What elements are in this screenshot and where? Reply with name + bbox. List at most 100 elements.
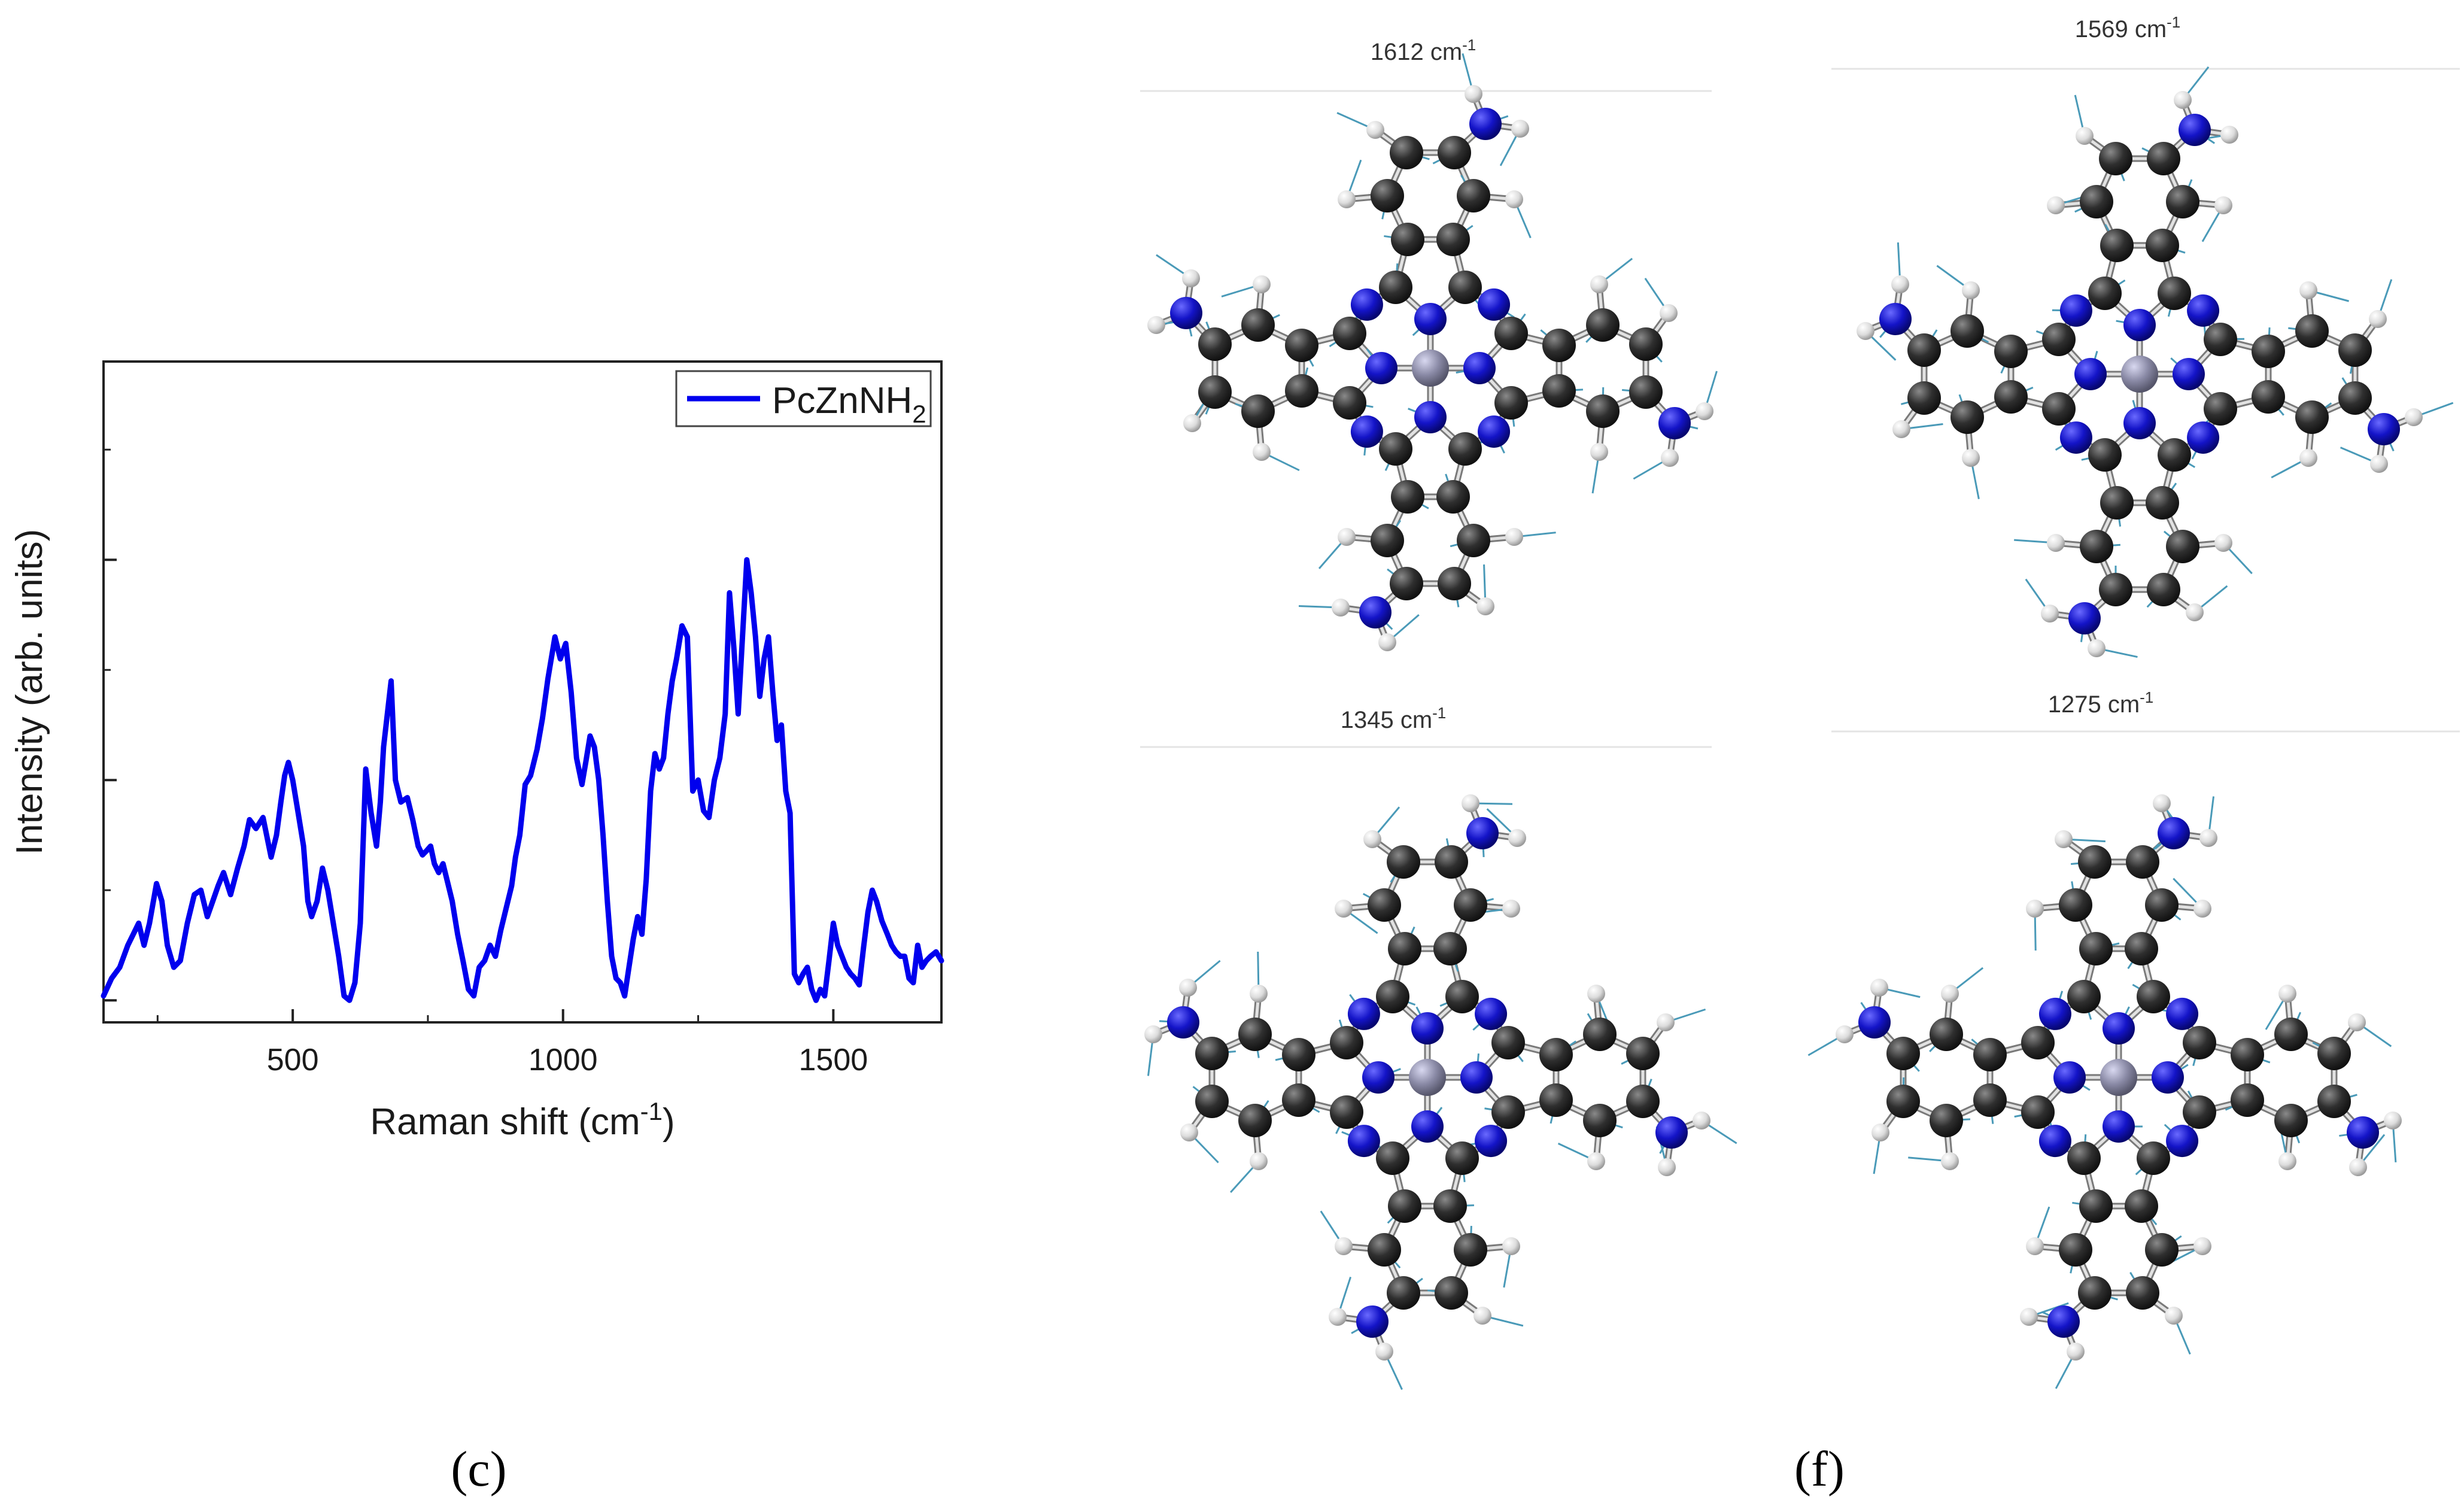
hydrogen-atom bbox=[2047, 196, 2065, 214]
carbon-atom bbox=[2042, 392, 2076, 426]
zinc-atom bbox=[1409, 1059, 1446, 1096]
hydrogen-atom bbox=[2348, 1013, 2366, 1031]
hydrogen-atom bbox=[2026, 900, 2044, 918]
carbon-atom bbox=[1457, 179, 1490, 212]
nitrogen-atom bbox=[1347, 997, 1380, 1030]
carbon-atom bbox=[1285, 329, 1318, 362]
hydrogen-atom bbox=[1465, 85, 1482, 103]
carbon-atom bbox=[1238, 1104, 1272, 1137]
carbon-atom bbox=[1626, 1037, 1660, 1070]
nitrogen-atom bbox=[2074, 358, 2107, 390]
carbon-atom bbox=[2042, 323, 2076, 356]
carbon-atom bbox=[1379, 271, 1412, 304]
hydrogen-atom bbox=[1144, 1025, 1162, 1043]
nitrogen-atom bbox=[2173, 358, 2205, 390]
carbon-atom bbox=[2067, 1141, 2101, 1175]
carbon-atom bbox=[1388, 932, 1421, 965]
mode-frequency-label: 1612 cm-1 bbox=[1371, 36, 1476, 65]
carbon-atom bbox=[2021, 1095, 2055, 1129]
carbon-atom bbox=[2145, 1233, 2179, 1267]
nitrogen-atom bbox=[2059, 294, 2092, 327]
x-tick-label: 1000 bbox=[528, 1043, 598, 1077]
nitrogen-atom bbox=[2347, 1116, 2379, 1149]
hydrogen-atom bbox=[2076, 127, 2094, 145]
carbon-atom bbox=[1950, 400, 1984, 434]
hydrogen-atom bbox=[1335, 900, 1353, 918]
nitrogen-atom bbox=[1475, 997, 1508, 1030]
carbon-atom bbox=[1973, 1083, 2007, 1117]
hydrogen-atom bbox=[2405, 408, 2423, 426]
carbon-atom bbox=[1994, 335, 2028, 368]
hydrogen-atom bbox=[1180, 1124, 1198, 1141]
mode-frequency-label: 1569 cm-1 bbox=[2075, 13, 2181, 42]
nitrogen-atom bbox=[1359, 596, 1391, 628]
nitrogen-atom bbox=[2103, 1012, 2135, 1044]
zinc-atom bbox=[2100, 1059, 2137, 1096]
hydrogen-atom bbox=[1329, 1308, 1347, 1326]
carbon-atom bbox=[2317, 1037, 2351, 1070]
carbon-atom bbox=[1376, 1141, 1409, 1175]
hydrogen-atom bbox=[1590, 443, 1608, 461]
nitrogen-atom bbox=[1475, 1125, 1508, 1158]
carbon-atom bbox=[1994, 380, 2028, 414]
hydrogen-atom bbox=[1363, 830, 1381, 848]
carbon-atom bbox=[2166, 185, 2199, 218]
carbon-atom bbox=[2231, 1083, 2264, 1117]
hydrogen-atom bbox=[1338, 190, 1356, 208]
plot-frame bbox=[102, 360, 943, 1024]
x-axis-label: Raman shift (cm-1) bbox=[370, 1097, 675, 1143]
hydrogen-atom bbox=[1836, 1025, 1854, 1043]
nitrogen-atom bbox=[1478, 288, 1511, 321]
carbon-atom bbox=[1448, 271, 1482, 304]
hydrogen-atom bbox=[1476, 597, 1494, 615]
carbon-atom bbox=[1241, 308, 1275, 342]
nitrogen-atom bbox=[1350, 288, 1383, 321]
carbon-atom bbox=[1198, 327, 1232, 361]
hydrogen-atom bbox=[1505, 190, 1523, 208]
hydrogen-atom bbox=[1962, 449, 1980, 467]
hydrogen-atom bbox=[2193, 900, 2211, 918]
nitrogen-atom bbox=[2038, 997, 2071, 1030]
pcznnh2-molecule bbox=[1147, 53, 1718, 651]
carbon-atom bbox=[1368, 888, 1401, 922]
hydrogen-atom bbox=[1335, 1237, 1353, 1255]
carbon-atom bbox=[2183, 1026, 2216, 1059]
carbon-atom bbox=[1330, 1026, 1363, 1059]
hydrogen-atom bbox=[1891, 275, 1909, 293]
carbon-atom bbox=[1391, 480, 1424, 514]
carbon-atom bbox=[2100, 486, 2134, 520]
carbon-atom bbox=[1435, 845, 1468, 879]
nitrogen-atom bbox=[2123, 407, 2156, 439]
x-tick-labels: 500 1000 1500 bbox=[267, 1043, 868, 1077]
carbon-atom bbox=[1542, 329, 1576, 362]
hydrogen-atom bbox=[1941, 1152, 1959, 1170]
carbon-atom bbox=[1583, 1104, 1617, 1137]
carbon-atom bbox=[1583, 1018, 1617, 1051]
carbon-atom bbox=[2166, 530, 2199, 563]
atoms bbox=[1836, 794, 2402, 1361]
hydrogen-atom bbox=[2153, 794, 2171, 812]
carbon-atom bbox=[1390, 567, 1423, 600]
hydrogen-atom bbox=[1660, 304, 1678, 322]
carbon-atom bbox=[2158, 438, 2191, 472]
carbon-atom bbox=[1333, 386, 1366, 420]
nitrogen-atom bbox=[1411, 1012, 1444, 1044]
hydrogen-atom bbox=[1511, 120, 1529, 138]
carbon-atom bbox=[1454, 888, 1487, 922]
carbon-atom bbox=[1973, 1038, 2007, 1071]
carbon-atom bbox=[2059, 1233, 2092, 1267]
mode-frequency-label: 1275 cm-1 bbox=[2048, 688, 2154, 718]
carbon-atom bbox=[2137, 1141, 2170, 1175]
hydrogen-atom bbox=[2067, 1343, 2085, 1361]
carbon-atom bbox=[1241, 394, 1275, 428]
pcznnh2-molecule bbox=[1807, 794, 2402, 1389]
carbon-atom bbox=[2088, 277, 2122, 310]
carbon-atom bbox=[1285, 374, 1318, 408]
panel-label-f: (f) bbox=[1794, 1441, 1845, 1497]
carbon-atom bbox=[1282, 1083, 1315, 1117]
hydrogen-atom bbox=[2369, 310, 2387, 328]
carbon-atom bbox=[1333, 317, 1366, 350]
carbon-atom bbox=[1282, 1038, 1315, 1071]
carbon-atom bbox=[1542, 374, 1576, 408]
